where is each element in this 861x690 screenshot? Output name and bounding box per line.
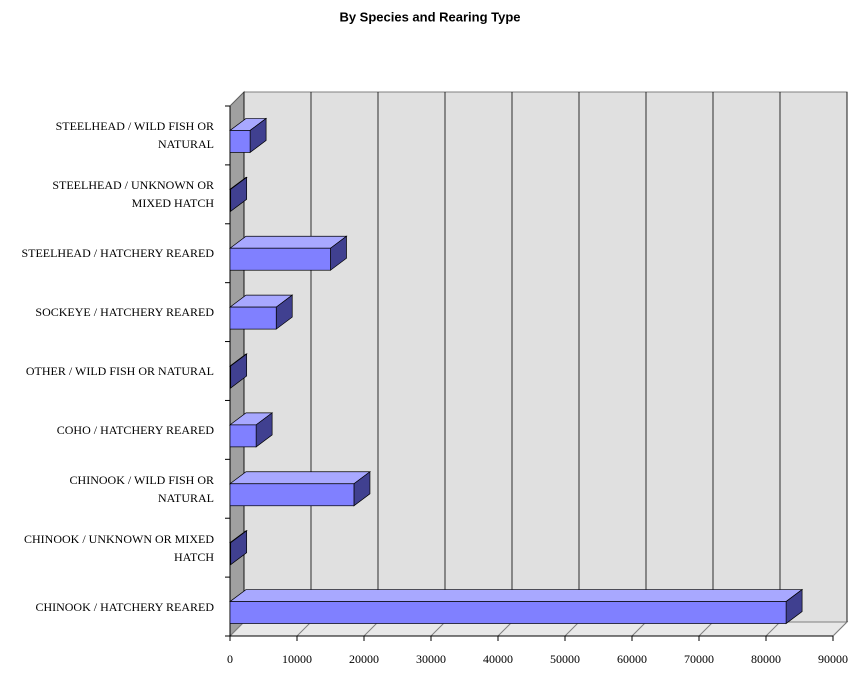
x-tick-label: 10000 (282, 652, 312, 666)
bar (229, 483, 355, 507)
floor-grid-line (296, 621, 312, 637)
x-tick-label: 70000 (684, 652, 714, 666)
y-tick-label: CHINOOK / WILD FISH OR NATURAL (69, 472, 214, 505)
y-tick-label: CHINOOK / HATCHERY REARED (35, 599, 214, 614)
floor-grid-line (698, 621, 714, 637)
floor (228, 621, 849, 637)
floor-grid-line (363, 621, 379, 637)
bar-top (228, 471, 372, 485)
y-tick-label: OTHER / WILD FISH OR NATURAL (25, 364, 214, 378)
x-tick-label: 40000 (483, 652, 513, 666)
floor-grid-line (631, 621, 647, 637)
floor-grid-line (765, 621, 781, 637)
x-tick-label: 0 (227, 652, 233, 666)
x-tick-label: 80000 (751, 652, 781, 666)
y-tick-label: SOCKEYE / HATCHERY REARED (35, 305, 214, 320)
floor-grid-line (832, 621, 848, 637)
chart-title: By Species and Rearing Type (339, 9, 520, 24)
x-tick-label: 50000 (550, 652, 580, 666)
floor-grid-line (430, 621, 446, 637)
bar (229, 188, 232, 212)
x-tick-label: 30000 (416, 652, 446, 666)
floor-grid-line (497, 621, 513, 637)
bar (229, 424, 257, 448)
y-tick-label: STEELHEAD / WILD FISH OR NATURAL (55, 119, 214, 152)
bar (229, 542, 232, 566)
x-tick-label: 20000 (349, 652, 379, 666)
bar (229, 306, 277, 330)
x-tick-label: 60000 (617, 652, 647, 666)
bar (229, 247, 331, 271)
bar (229, 130, 251, 153)
x-tick-label: 90000 (818, 652, 848, 666)
y-tick-label: CHINOOK / UNKNOWN OR MIXED HATCH (24, 531, 214, 564)
floor-grid-line (229, 621, 245, 637)
bar (229, 365, 232, 389)
back-wall (243, 91, 848, 623)
bar (229, 601, 787, 624)
y-tick-label: STEELHEAD / HATCHERY REARED (21, 246, 214, 261)
y-tick-label: COHO / HATCHERY REARED (56, 422, 214, 437)
bar-top (228, 589, 804, 602)
floor-grid-line (564, 621, 580, 637)
y-tick-label: STEELHEAD / UNKNOWN OR MIXED HATCH (52, 178, 214, 211)
bar-top (228, 235, 348, 249)
